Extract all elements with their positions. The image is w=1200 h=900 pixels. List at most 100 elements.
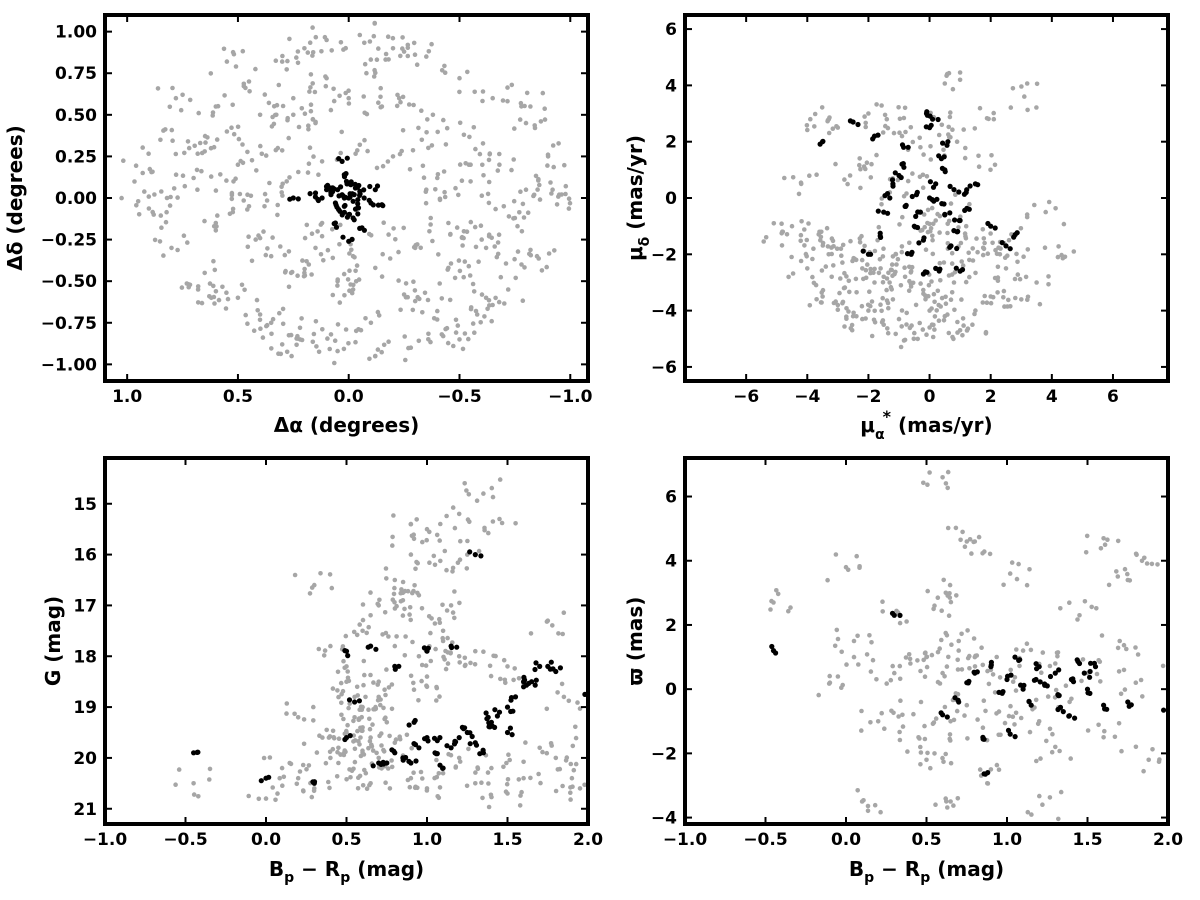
data-point (408, 673, 414, 679)
data-point (323, 83, 329, 89)
data-point (560, 631, 565, 637)
data-point (900, 712, 905, 718)
data-point (933, 716, 939, 721)
data-point (1125, 699, 1131, 705)
data-point (132, 179, 137, 184)
data-point (918, 744, 923, 750)
data-point (994, 251, 1000, 257)
data-point (374, 183, 381, 189)
data-point (466, 336, 471, 342)
data-point (191, 792, 197, 797)
data-point (361, 187, 367, 193)
data-point (992, 162, 998, 168)
data-point (398, 307, 403, 313)
data-point (468, 660, 473, 666)
data-point (570, 743, 576, 749)
data-point (1021, 254, 1026, 259)
y-axis-label: G (mag) (41, 596, 65, 686)
data-point (503, 261, 509, 266)
data-point (932, 314, 938, 319)
data-point (960, 333, 965, 338)
data-point (368, 320, 374, 326)
data-point (1026, 699, 1032, 705)
data-point (373, 265, 378, 271)
data-point (229, 190, 235, 196)
data-point (400, 46, 405, 51)
data-point (959, 667, 965, 672)
data-point (326, 779, 331, 785)
data-point (1070, 676, 1076, 682)
data-point (970, 246, 975, 251)
data-point (876, 224, 882, 230)
data-point (288, 761, 294, 767)
data-point (994, 762, 1000, 768)
data-point (937, 646, 942, 651)
data-point (323, 74, 328, 79)
data-point (351, 629, 357, 635)
data-point (1105, 537, 1110, 542)
data-point (299, 316, 304, 321)
data-point (437, 538, 443, 543)
data-point (301, 273, 307, 279)
data-point (928, 122, 934, 128)
data-point (786, 274, 791, 280)
data-point (569, 775, 575, 781)
data-point (378, 94, 383, 100)
data-point (378, 104, 384, 110)
data-point (876, 270, 882, 276)
data-point (1160, 663, 1166, 669)
data-point (411, 102, 416, 108)
data-point (330, 227, 335, 232)
data-point (238, 158, 243, 164)
data-point (169, 127, 175, 133)
data-point (383, 566, 389, 571)
data-point (355, 693, 361, 698)
data-point (982, 293, 987, 299)
data-point (346, 705, 351, 711)
data-point (355, 201, 361, 207)
data-point (483, 245, 489, 251)
data-point (289, 269, 295, 275)
x-tick-label: −0.5 (163, 830, 207, 850)
data-point (862, 243, 867, 249)
data-point (336, 745, 341, 751)
data-point (555, 690, 560, 695)
data-point (501, 764, 506, 770)
data-point (207, 777, 212, 782)
data-point (1075, 617, 1080, 622)
data-point (804, 123, 810, 128)
data-point (1046, 274, 1051, 279)
data-point (456, 258, 462, 263)
data-point (392, 585, 397, 591)
data-point (988, 659, 995, 665)
data-point (807, 303, 813, 308)
data-point (955, 330, 960, 335)
data-point (930, 334, 936, 340)
data-point (1121, 667, 1127, 673)
data-point (210, 113, 215, 118)
data-point (291, 112, 296, 118)
data-point (400, 128, 406, 133)
data-point (258, 326, 263, 332)
data-point (857, 565, 862, 570)
data-point (562, 162, 567, 168)
data-point (833, 161, 838, 167)
data-point (845, 181, 850, 187)
data-point (216, 297, 222, 303)
data-point (992, 225, 998, 231)
data-point (956, 648, 961, 653)
data-point (286, 333, 292, 338)
data-point (430, 112, 436, 118)
data-point (453, 330, 459, 335)
data-point (487, 151, 493, 156)
data-point (173, 782, 178, 787)
data-point (323, 760, 329, 766)
data-point (959, 297, 964, 302)
data-point (211, 283, 216, 289)
x-tick-label: 0.5 (223, 387, 253, 407)
data-point (848, 326, 854, 331)
data-point (400, 94, 406, 100)
data-point (863, 267, 869, 273)
data-point (948, 760, 954, 766)
